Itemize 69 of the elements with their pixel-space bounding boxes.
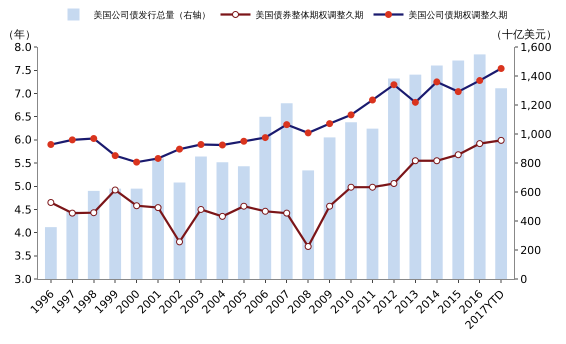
y2-tick-label: 0	[520, 272, 528, 286]
point	[283, 210, 290, 217]
y-tick-label: 3.0	[14, 272, 32, 286]
y-tick-label: 6.5	[14, 110, 32, 124]
point	[262, 208, 269, 215]
bar	[109, 188, 122, 279]
bar	[44, 227, 57, 279]
bar	[324, 137, 336, 279]
point	[498, 136, 505, 144]
bar	[238, 166, 250, 279]
bar	[66, 212, 78, 279]
bar	[474, 54, 486, 279]
point	[90, 209, 98, 216]
bar	[495, 88, 508, 279]
y2-tick-label: 200	[520, 244, 542, 257]
point	[112, 186, 119, 194]
y2-tick-label: 1,200	[520, 98, 552, 112]
y-axis-title: （年）	[3, 28, 36, 41]
y-tick-label: 5.0	[14, 180, 32, 194]
point	[176, 238, 184, 246]
point	[240, 202, 248, 210]
bar	[195, 156, 207, 279]
point	[197, 206, 204, 213]
bar	[259, 116, 272, 279]
point	[154, 204, 162, 212]
point	[47, 198, 54, 206]
legend-label: 美国公司债期权调整久期	[408, 10, 508, 22]
point	[412, 157, 419, 164]
y-tick-label: 6.0	[14, 134, 32, 147]
point	[348, 184, 355, 191]
point	[133, 202, 140, 210]
y-tick-label: 4.0	[14, 226, 32, 240]
point	[433, 157, 440, 164]
point	[304, 243, 312, 250]
point	[218, 212, 226, 220]
y2-tick-label: 600	[520, 186, 542, 199]
point	[454, 151, 462, 158]
legend-label: 美国公司债发行总量（右轴）	[94, 10, 210, 22]
y-tick-label: 7.5	[14, 64, 32, 78]
bar	[88, 190, 100, 279]
bar	[216, 162, 228, 279]
point	[390, 180, 398, 187]
point	[326, 202, 334, 210]
bar	[280, 103, 293, 279]
point	[368, 184, 376, 191]
point	[476, 140, 484, 148]
bar	[302, 170, 314, 279]
bar	[430, 66, 443, 279]
y-tick-label: 8.0	[14, 41, 32, 54]
y2-tick-label: 800	[520, 156, 542, 170]
y2-tick-label: 1,600	[520, 41, 552, 54]
y-tick-label: 7.0	[14, 87, 32, 100]
bar	[130, 188, 143, 279]
y-tick-label: 4.5	[14, 203, 32, 216]
point	[68, 210, 76, 217]
y-tick-label: 3.5	[14, 250, 32, 263]
bar	[452, 60, 464, 279]
bar	[174, 182, 186, 279]
bar	[409, 74, 422, 279]
legend-label: 美国债券整体期权调整久期	[256, 10, 364, 22]
bar	[345, 122, 357, 279]
bar	[388, 78, 400, 279]
y2-tick-label: 1,400	[520, 70, 552, 83]
y-tick-label: 5.5	[14, 156, 32, 170]
bar	[366, 128, 378, 279]
y2-axis-title: （十亿美元）	[491, 28, 557, 41]
y2-tick-label: 1,000	[520, 128, 552, 141]
y2-tick-label: 400	[520, 214, 542, 228]
bar	[152, 158, 164, 279]
